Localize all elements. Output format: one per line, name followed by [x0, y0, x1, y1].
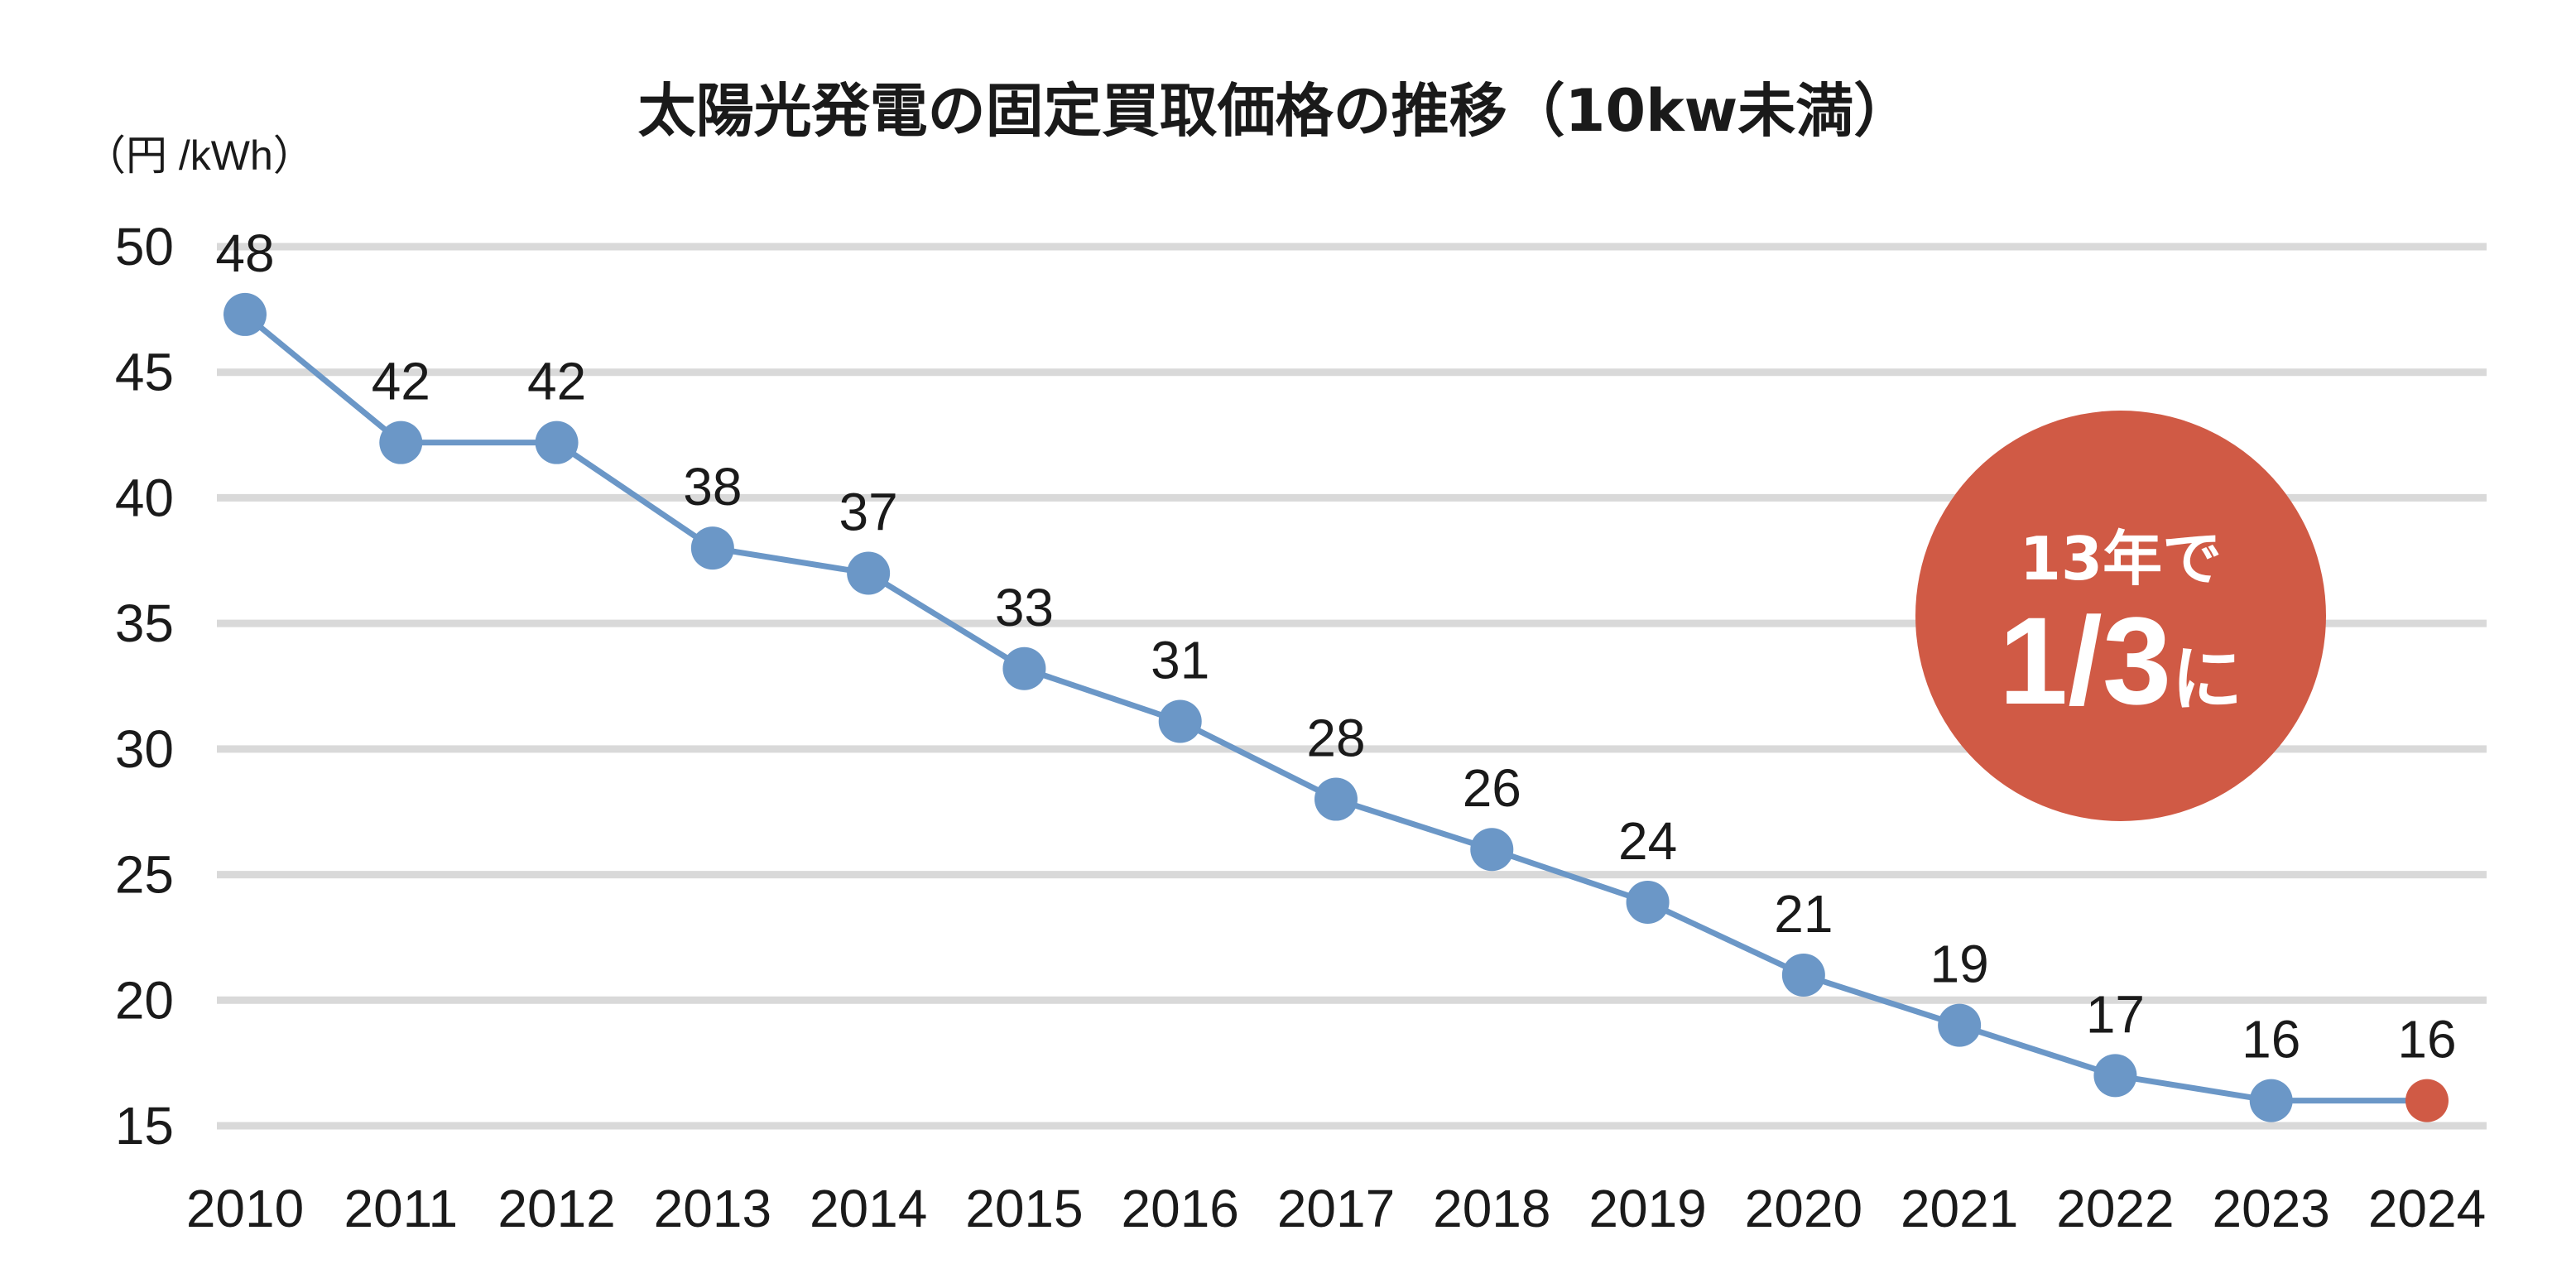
annotation-line1: 13年で [2020, 524, 2222, 594]
data-label: 42 [527, 352, 586, 411]
data-labels: 48 42 42 38 37 33 31 28 26 24 21 19 17 16 16 [215, 223, 2456, 1069]
data-label: 31 [1151, 630, 1209, 690]
y-tick-label: 15 [115, 1096, 174, 1156]
grid-lines [217, 243, 2487, 1130]
y-axis-unit-label: （円 /kWh） [84, 132, 315, 179]
x-tick-label: 2021 [1901, 1179, 2018, 1238]
data-label: 33 [995, 578, 1054, 637]
data-label: 48 [215, 223, 274, 283]
y-tick-label: 35 [115, 594, 174, 653]
data-point [1158, 699, 1202, 743]
x-tick-label: 2011 [344, 1179, 458, 1238]
data-point [1781, 953, 1825, 997]
y-tick-label: 25 [115, 845, 174, 905]
data-label: 24 [1618, 811, 1677, 871]
data-label: 21 [1774, 884, 1833, 944]
data-point [1314, 777, 1358, 821]
x-tick-label: 2014 [810, 1179, 927, 1238]
data-point-highlight [2405, 1079, 2449, 1122]
data-label: 16 [2242, 1010, 2300, 1069]
data-label: 17 [2086, 984, 2145, 1044]
annotation-circle [1915, 411, 2326, 821]
data-label: 16 [2397, 1010, 2456, 1069]
y-axis-ticks: 50 45 40 35 30 25 20 15 [115, 217, 174, 1156]
data-point [1002, 646, 1046, 690]
data-point [2249, 1079, 2293, 1122]
annotation-fraction: 1/3 [1999, 591, 2172, 730]
chart-title: 太陽光発電の固定買取価格の推移（10kw未満） [638, 77, 1912, 145]
data-label: 19 [1930, 935, 1989, 994]
data-point [690, 526, 734, 570]
x-tick-label: 2022 [2056, 1179, 2174, 1238]
data-label: 28 [1306, 709, 1365, 768]
x-tick-label: 2010 [186, 1179, 304, 1238]
x-tick-label: 2015 [965, 1179, 1083, 1238]
data-point [847, 551, 891, 595]
x-tick-label: 2023 [2213, 1179, 2330, 1238]
data-point [1938, 1003, 1982, 1047]
data-point [2093, 1054, 2137, 1098]
data-point [535, 421, 579, 464]
data-label: 42 [372, 352, 430, 411]
annotation-badge: 13年で 1/3に [1915, 411, 2326, 821]
data-label: 26 [1463, 758, 1521, 818]
x-tick-label: 2018 [1433, 1179, 1550, 1238]
y-tick-label: 50 [115, 217, 174, 276]
data-point [1470, 828, 1514, 872]
x-tick-label: 2016 [1122, 1179, 1239, 1238]
x-tick-label: 2020 [1745, 1179, 1862, 1238]
x-tick-label: 2019 [1588, 1179, 1706, 1238]
data-point [379, 421, 423, 464]
annotation-suffix: に [2171, 638, 2242, 721]
data-point [1626, 880, 1670, 924]
x-tick-label: 2012 [497, 1179, 615, 1238]
data-label: 38 [683, 457, 742, 517]
x-tick-label: 2017 [1277, 1179, 1395, 1238]
y-tick-label: 40 [115, 468, 174, 527]
data-point [223, 292, 267, 336]
y-tick-label: 45 [115, 343, 174, 402]
data-label: 37 [839, 482, 898, 541]
x-tick-label: 2024 [2368, 1179, 2486, 1238]
annotation-line2: 1/3に [1999, 591, 2243, 730]
x-tick-label: 2013 [654, 1179, 771, 1238]
y-tick-label: 20 [115, 970, 174, 1030]
y-tick-label: 30 [115, 719, 174, 779]
data-points [223, 292, 2449, 1122]
x-axis-ticks: 2010 2011 2012 2013 2014 2015 2016 2017 2018 2019… [186, 1179, 2486, 1238]
